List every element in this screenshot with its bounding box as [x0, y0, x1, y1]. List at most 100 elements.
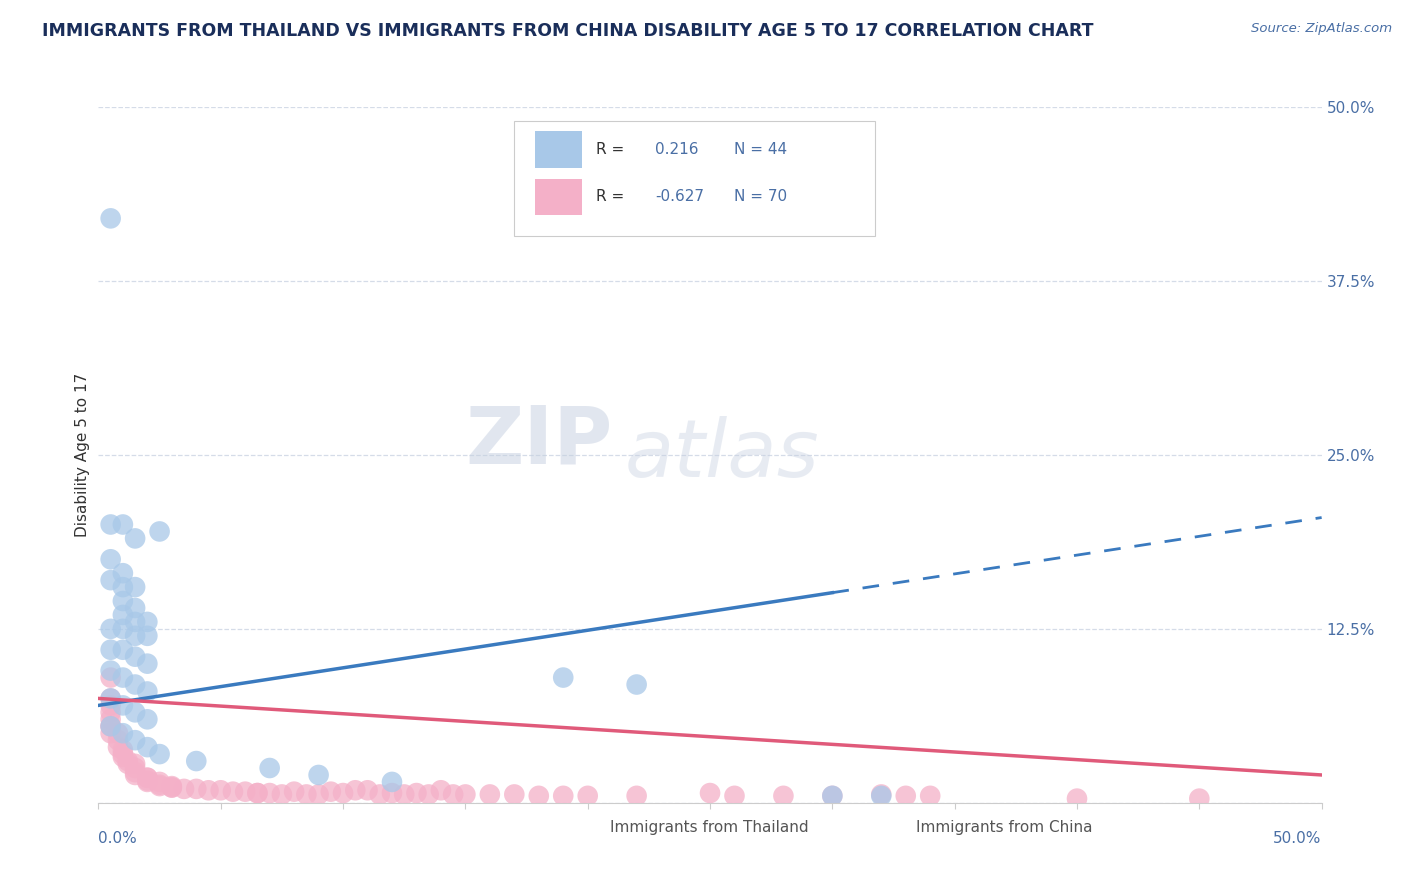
- Point: [319, 785, 342, 799]
- Text: atlas: atlas: [624, 416, 820, 494]
- Point: [100, 691, 122, 706]
- Point: [381, 775, 404, 789]
- Point: [107, 726, 129, 740]
- Text: R =: R =: [596, 142, 624, 157]
- Point: [920, 789, 942, 803]
- Point: [100, 706, 122, 720]
- Point: [124, 532, 146, 546]
- Point: [100, 622, 122, 636]
- Text: R =: R =: [596, 189, 624, 204]
- Point: [100, 517, 122, 532]
- Point: [553, 671, 575, 685]
- Point: [111, 747, 134, 761]
- Point: [111, 726, 134, 740]
- Point: [626, 789, 648, 803]
- Bar: [564, 818, 598, 838]
- Point: [160, 779, 183, 793]
- Point: [149, 778, 172, 792]
- Point: [772, 789, 794, 803]
- Point: [124, 706, 146, 720]
- Point: [136, 771, 159, 785]
- Point: [100, 642, 122, 657]
- Point: [136, 615, 159, 629]
- Point: [100, 211, 122, 226]
- Point: [381, 786, 404, 800]
- Point: [894, 789, 917, 803]
- Point: [111, 607, 134, 622]
- Point: [197, 783, 219, 797]
- Point: [503, 788, 526, 802]
- Point: [186, 754, 208, 768]
- Point: [222, 785, 245, 799]
- Point: [149, 747, 172, 761]
- Text: 50.0%: 50.0%: [1274, 830, 1322, 846]
- Point: [478, 788, 501, 802]
- Point: [160, 780, 183, 795]
- Point: [259, 786, 281, 800]
- Point: [136, 712, 159, 726]
- Point: [368, 788, 391, 802]
- Point: [100, 691, 122, 706]
- Point: [111, 642, 134, 657]
- Point: [870, 789, 893, 803]
- Point: [136, 771, 159, 785]
- Point: [117, 754, 139, 768]
- Text: Immigrants from China: Immigrants from China: [915, 820, 1092, 835]
- Text: 0.216: 0.216: [655, 142, 699, 157]
- Point: [246, 786, 269, 800]
- Text: 0.0%: 0.0%: [98, 830, 138, 846]
- Point: [576, 789, 599, 803]
- Point: [308, 768, 330, 782]
- Text: Immigrants from Thailand: Immigrants from Thailand: [610, 820, 808, 835]
- Point: [233, 785, 256, 799]
- Point: [136, 657, 159, 671]
- Y-axis label: Disability Age 5 to 17: Disability Age 5 to 17: [75, 373, 90, 537]
- Point: [111, 750, 134, 764]
- Point: [124, 615, 146, 629]
- Point: [626, 677, 648, 691]
- Point: [100, 664, 122, 678]
- Bar: [536, 131, 582, 168]
- Point: [173, 781, 195, 796]
- Point: [100, 698, 122, 713]
- Point: [527, 789, 550, 803]
- Point: [441, 788, 464, 802]
- Point: [870, 788, 893, 802]
- Point: [821, 789, 844, 803]
- Point: [100, 719, 122, 733]
- Point: [821, 789, 844, 803]
- Point: [454, 788, 477, 802]
- Point: [136, 684, 159, 698]
- Text: IMMIGRANTS FROM THAILAND VS IMMIGRANTS FROM CHINA DISABILITY AGE 5 TO 17 CORRELA: IMMIGRANTS FROM THAILAND VS IMMIGRANTS F…: [42, 22, 1094, 40]
- Point: [100, 726, 122, 740]
- Text: -0.627: -0.627: [655, 189, 704, 204]
- Point: [100, 573, 122, 587]
- Point: [430, 783, 453, 797]
- Point: [405, 786, 427, 800]
- Point: [723, 789, 745, 803]
- Point: [136, 775, 159, 789]
- Point: [149, 524, 172, 539]
- FancyBboxPatch shape: [515, 121, 875, 235]
- Point: [111, 566, 134, 581]
- Point: [124, 677, 146, 691]
- Point: [124, 768, 146, 782]
- Point: [1188, 791, 1211, 805]
- Point: [111, 743, 134, 757]
- Point: [308, 788, 330, 802]
- Text: N = 44: N = 44: [734, 142, 787, 157]
- Point: [418, 788, 440, 802]
- Point: [124, 629, 146, 643]
- Text: N = 70: N = 70: [734, 189, 787, 204]
- Bar: [869, 818, 903, 838]
- Point: [111, 594, 134, 608]
- Point: [124, 756, 146, 771]
- Point: [186, 781, 208, 796]
- Point: [100, 712, 122, 726]
- Point: [117, 756, 139, 771]
- Point: [124, 733, 146, 747]
- Point: [111, 580, 134, 594]
- Point: [270, 788, 294, 802]
- Point: [100, 719, 122, 733]
- Point: [111, 671, 134, 685]
